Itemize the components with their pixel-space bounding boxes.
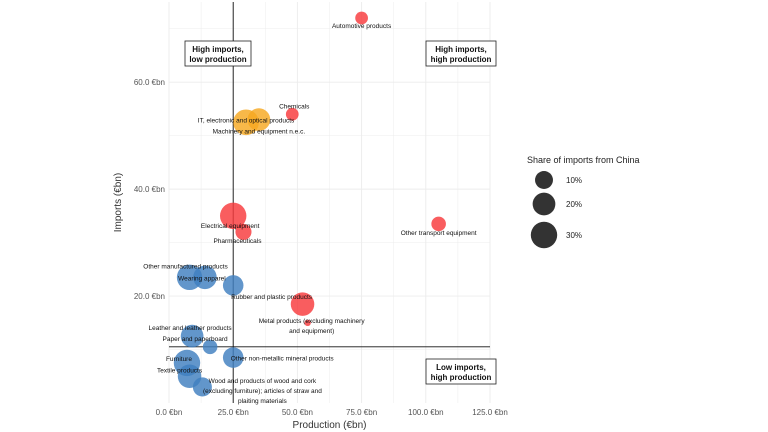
quadrant-text: high production (431, 373, 492, 382)
data-point (193, 265, 217, 290)
point-label: Pharmaceuticals (213, 238, 262, 245)
point-label-line: (excluding furniture); articles of straw… (203, 388, 322, 395)
y-tick-label: 40.0 €bn (134, 185, 165, 194)
data-point (235, 223, 252, 240)
point-label: Electrical equipment (201, 223, 260, 230)
x-tick-label: 100.0 €bn (408, 408, 444, 417)
point-label: Other non-metallic mineral products (231, 356, 335, 363)
point-label-line: Metal products (excluding machinery (259, 318, 366, 325)
quadrant-label: Low imports,high production (425, 358, 497, 385)
point-label-line: Wood and products of wood and cork (209, 378, 317, 385)
x-tick-label: 50.0 €bn (282, 408, 313, 417)
data-point (222, 275, 244, 296)
data-point (202, 339, 218, 355)
quadrant-text: High imports, (435, 45, 487, 54)
point-label: Textile products (157, 367, 203, 374)
x-tick-label: 0.0 €bn (156, 408, 183, 417)
axis-ticks: 0.0 €bn 25.0 €bn 50.0 €bn 75.0 €bn 100.0 €bn… (134, 78, 508, 417)
point-label: Rubber and plastic products (231, 294, 313, 301)
legend-symbol (535, 171, 553, 189)
quadrant-text: high production (431, 55, 492, 64)
point-label: Other manufactured products (143, 263, 228, 270)
reference-lines (169, 2, 490, 403)
legend-label: 10% (566, 176, 582, 185)
point-label: Wearing apparel (178, 275, 226, 282)
x-axis-title: Production (€bn) (293, 420, 367, 431)
point-label: Paper and paperboard (163, 336, 228, 343)
point-label: Metal products (excluding machinery and e… (259, 318, 366, 335)
x-tick-label: 75.0 €bn (346, 408, 377, 417)
quadrant-box (425, 358, 497, 385)
data-points (173, 11, 446, 397)
y-tick-label: 60.0 €bn (134, 78, 165, 87)
data-point (247, 108, 271, 131)
data-point (355, 11, 368, 25)
quadrant-label: High imports,low production (184, 40, 252, 67)
point-label-line: and equipment) (289, 328, 334, 335)
quadrant-box (184, 40, 252, 67)
point-label: Machinery and equipment n.e.c. (213, 129, 306, 136)
point-label: Leather and leather products (149, 325, 233, 332)
data-point (285, 107, 299, 121)
x-tick-label: 25.0 €bn (218, 408, 249, 417)
quadrant-label: High imports,high production (425, 40, 497, 67)
quadrant-box (425, 40, 497, 67)
point-labels: Automotive products Chemicals IT, electron… (143, 23, 476, 405)
legend-title: Share of imports from China (527, 155, 640, 165)
quadrant-text: low production (189, 55, 246, 64)
data-point (180, 324, 204, 348)
data-point (220, 202, 247, 230)
point-label: Wood and products of wood and cork (exclu… (203, 378, 322, 405)
point-label-line: plaiting materials (238, 398, 288, 405)
data-point (431, 216, 446, 232)
data-point (304, 319, 311, 326)
point-label: Chemicals (279, 103, 310, 110)
legend: Share of imports from China 10% 20% 30% (527, 155, 640, 249)
point-label: Furniture (166, 356, 192, 363)
y-tick-label: 20.0 €bn (134, 292, 165, 301)
legend-label: 30% (566, 231, 582, 240)
point-label: Other transport equipment (401, 230, 477, 237)
legend-label: 20% (566, 200, 582, 209)
point-label: Automotive products (332, 23, 392, 30)
x-tick-label: 125.0 €bn (472, 408, 508, 417)
data-point (222, 347, 244, 368)
y-axis-title: Imports (€bn) (113, 173, 124, 232)
grid (168, 2, 491, 403)
quadrant-text: Low imports, (436, 363, 486, 372)
legend-symbol (530, 221, 558, 249)
legend-symbol (532, 192, 556, 216)
quadrant-text: High imports, (192, 45, 244, 54)
data-point (290, 292, 315, 316)
data-point (192, 377, 212, 397)
point-label: IT, electronic and optical products (198, 117, 295, 124)
